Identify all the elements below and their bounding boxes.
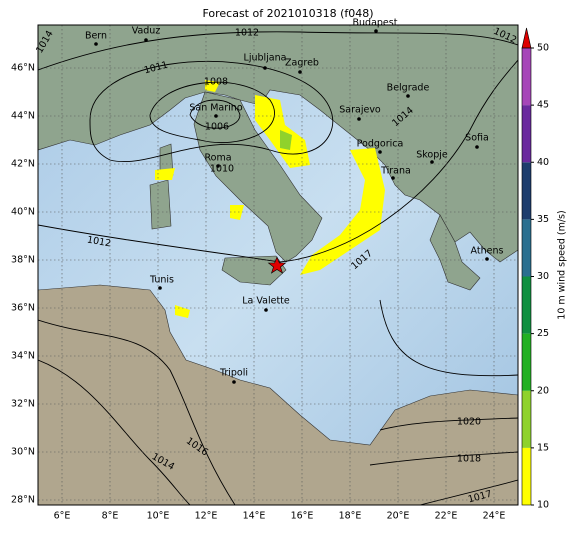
colorbar-band xyxy=(522,105,531,163)
colorbar-tick-label: 30 xyxy=(537,271,549,282)
city-label: Belgrade xyxy=(387,83,430,94)
city-marker xyxy=(144,38,148,42)
city-marker xyxy=(158,286,162,290)
lon-tick-label: 6°E xyxy=(54,511,71,522)
city-marker xyxy=(232,380,236,384)
city-marker xyxy=(216,164,220,168)
city-marker xyxy=(378,150,382,154)
map-frame xyxy=(37,24,519,506)
colorbar-band xyxy=(522,48,531,106)
lon-tick-label: 18°E xyxy=(339,511,362,522)
lat-tick-label: 36°N xyxy=(11,303,35,314)
city-marker xyxy=(214,114,218,118)
colorbar-band xyxy=(522,390,531,448)
city-label: Skopje xyxy=(416,150,448,161)
lon-tick-label: 24°E xyxy=(483,511,506,522)
colorbar-tick-label: 35 xyxy=(537,214,549,225)
lat-tick-label: 42°N xyxy=(11,159,35,170)
colorbar-tick-label: 40 xyxy=(537,157,549,168)
colorbar-label: 10 m wind speed (m/s) xyxy=(557,210,568,319)
lat-tick-label: 32°N xyxy=(11,399,35,410)
city-label: Vaduz xyxy=(132,26,161,37)
city-marker xyxy=(374,29,378,33)
lon-tick-label: 22°E xyxy=(435,511,458,522)
city-label: La Valette xyxy=(242,296,290,307)
city-label: Bern xyxy=(85,31,107,42)
city-label: Zagreb xyxy=(285,58,319,69)
city-label: Athens xyxy=(471,246,504,257)
city-marker xyxy=(357,117,361,121)
city-marker xyxy=(298,70,302,74)
lon-tick-label: 8°E xyxy=(102,511,119,522)
lon-tick-label: 16°E xyxy=(291,511,314,522)
contour-label: 1006 xyxy=(205,122,229,133)
title: Forecast of 2021010318 (f048) xyxy=(202,7,373,20)
lon-tick-label: 20°E xyxy=(387,511,410,522)
colorbar: 10 15 20 25 30 35 40 45 50 10 m wind speed (m/s) xyxy=(521,27,568,511)
lat-tick-label: 40°N xyxy=(11,207,35,218)
lon-tick-label: 12°E xyxy=(195,511,218,522)
location-star xyxy=(267,256,287,274)
lat-tick-label: 44°N xyxy=(11,111,35,122)
colorbar-band xyxy=(522,333,531,391)
contour-label: 1012 xyxy=(86,234,112,249)
lat-tick-label: 46°N xyxy=(11,63,35,74)
colorbar-band xyxy=(522,276,531,334)
colorbar-tick-label: 50 xyxy=(537,43,549,54)
lat-tick-label: 28°N xyxy=(11,495,35,506)
lat-tick-label: 34°N xyxy=(11,351,35,362)
city-marker xyxy=(475,145,479,149)
graticule xyxy=(38,25,518,505)
colorbar-band xyxy=(522,219,531,277)
city-marker xyxy=(264,308,268,312)
map-area xyxy=(38,25,518,505)
city-marker xyxy=(430,160,434,164)
contour-label: 1012 xyxy=(235,28,259,39)
city-label: Roma xyxy=(204,153,231,164)
colorbar-band xyxy=(522,162,531,220)
city-marker xyxy=(485,257,489,261)
contour-label: 1020 xyxy=(457,417,481,428)
city-label: Budapest xyxy=(353,18,398,29)
lat-tick-label: 30°N xyxy=(11,447,35,458)
city-marker xyxy=(263,66,267,70)
lat-tick-label: 38°N xyxy=(11,255,35,266)
city-label: Tripoli xyxy=(219,368,248,379)
contour-label: 1010 xyxy=(210,164,234,175)
colorbar-tick-label: 15 xyxy=(537,442,549,453)
contours xyxy=(38,31,518,505)
city-label: Sofia xyxy=(465,133,489,144)
lon-tick-label: 10°E xyxy=(147,511,170,522)
colorbar-tick-label: 25 xyxy=(537,328,549,339)
wind-shading xyxy=(280,130,292,150)
city-marker xyxy=(94,42,98,46)
city-marker xyxy=(406,94,410,98)
colorbar-band xyxy=(522,447,531,505)
contour-label: 1008 xyxy=(204,77,228,88)
colorbar-tick-label: 45 xyxy=(537,100,549,111)
city-label: Sarajevo xyxy=(339,105,381,116)
city-label: San Marino xyxy=(189,103,242,114)
colorbar-extend xyxy=(521,27,532,49)
city-marker xyxy=(391,176,395,180)
city-label: Podgorica xyxy=(357,139,404,150)
city-label: Tunis xyxy=(149,275,174,286)
contour-label: 1018 xyxy=(457,454,481,465)
city-label: Tirana xyxy=(380,166,411,177)
colorbar-tick-label: 10 xyxy=(537,500,549,511)
city-label: Ljubljana xyxy=(244,53,287,64)
lon-tick-label: 14°E xyxy=(243,511,266,522)
colorbar-tick-label: 20 xyxy=(537,385,549,396)
